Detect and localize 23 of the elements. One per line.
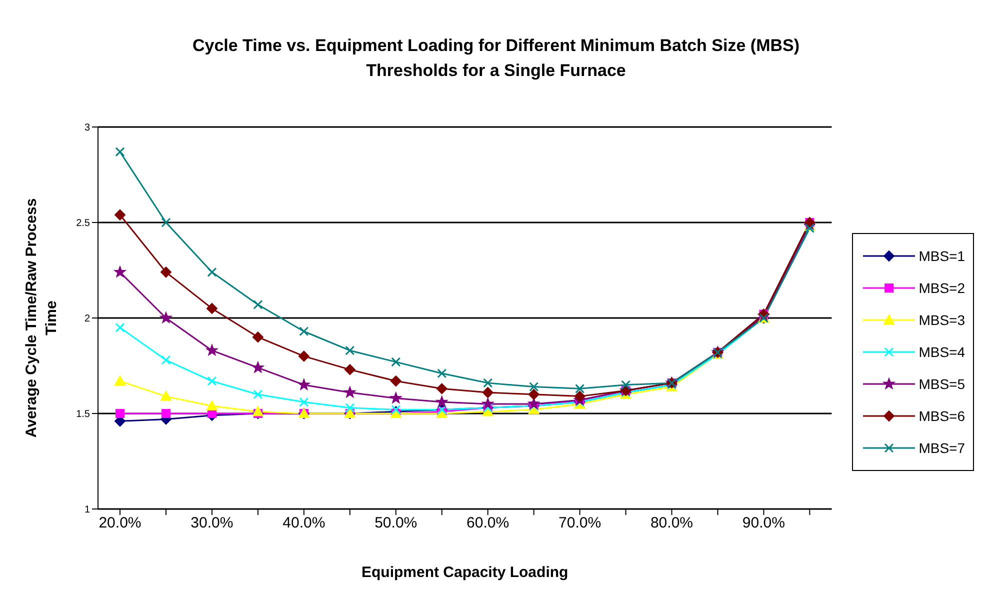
legend-label: MBS=1 [918,248,965,264]
legend-label: MBS=3 [918,312,965,328]
y-tick-label: 3 [84,122,90,134]
y-tick-label: 2 [84,314,90,325]
x-tick-label: 20.0% [98,514,142,532]
chart-title: Cycle Time vs. Equipment Loading for Different Minimum Batch Size (MBS) Thresholds for a Single Furnace [191,35,801,82]
legend-label: MBS=2 [918,280,965,296]
y-axis-title: Average Cycle Time/Raw Process Time [23,198,60,438]
x-tick-label: 80.0% [650,514,694,532]
legend-label: MBS=5 [918,376,965,392]
x-axis-title: Equipment Capacity Loading [362,564,568,581]
y-tick-label: 2.5 [76,218,90,230]
x-tick-label: 90.0% [742,514,785,532]
x-tick-label: 30.0% [190,514,234,532]
legend-label: MBS=4 [918,344,965,360]
x-tick-label: 70.0% [558,514,602,532]
y-tick-label: 1.5 [76,409,90,420]
x-tick-label: 60.0% [466,514,510,532]
legend-label: MBS=7 [918,440,965,456]
legend-label: MBS=6 [918,408,965,424]
y-tick-label: 1 [84,504,90,516]
x-tick-label: 50.0% [374,514,418,532]
x-tick-label: 40.0% [282,514,326,532]
